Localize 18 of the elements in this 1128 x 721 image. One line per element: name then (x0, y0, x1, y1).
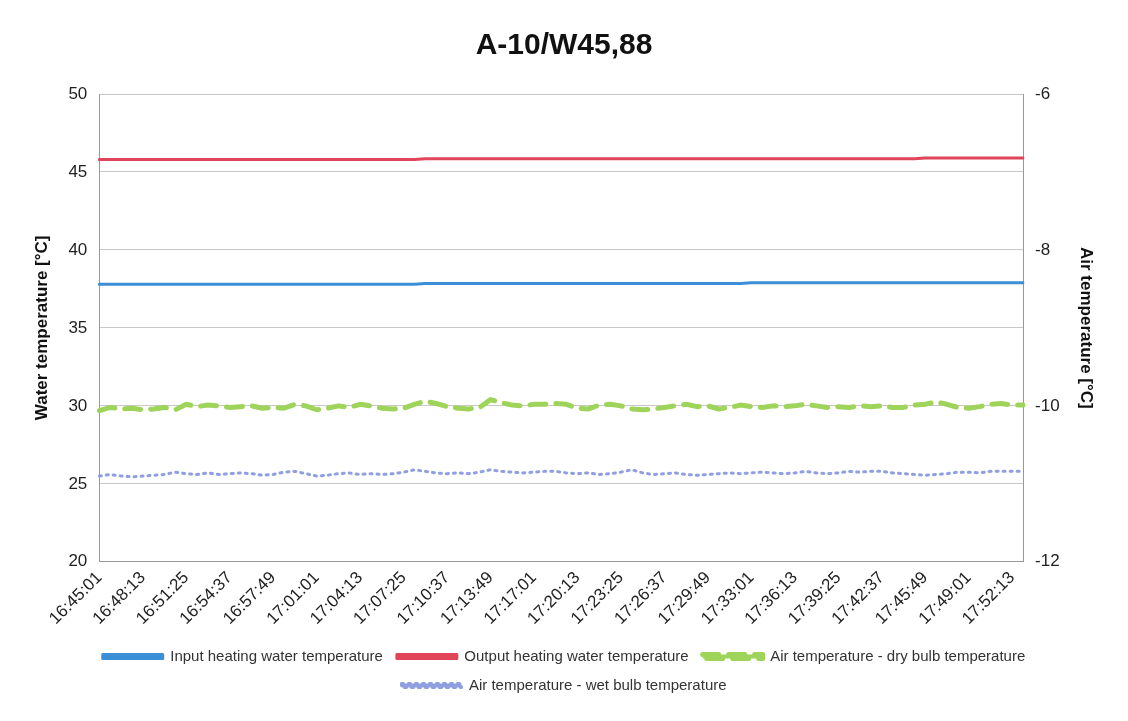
y-axis-title: Water temperature [°C] (31, 235, 51, 421)
y-tick-label: 40 (68, 239, 88, 259)
y2-tick-label: -12 (1035, 551, 1060, 571)
y2-tick-label: -10 (1035, 395, 1060, 415)
y-tick-label: 35 (68, 317, 88, 337)
legend-label: Output heating water temperature (464, 646, 689, 664)
y-tick-label: 30 (68, 395, 88, 415)
y-tick-label: 25 (68, 473, 88, 493)
legend-label: Air temperature - wet bulb temperature (468, 675, 727, 693)
y2-tick-label: -8 (1035, 239, 1051, 259)
legend-label: Air temperature - dry bulb temperature (770, 646, 1026, 664)
y-tick-label: 50 (68, 83, 88, 103)
y-tick-label: 45 (68, 161, 88, 181)
y2-tick-label: -6 (1035, 83, 1051, 103)
y-tick-label: 20 (68, 551, 88, 571)
chart-title: A-10/W45,88 (475, 27, 653, 61)
legend-label: Input heating water temperature (170, 646, 383, 664)
y2-axis-title: Air temperature [°C] (1077, 247, 1097, 409)
